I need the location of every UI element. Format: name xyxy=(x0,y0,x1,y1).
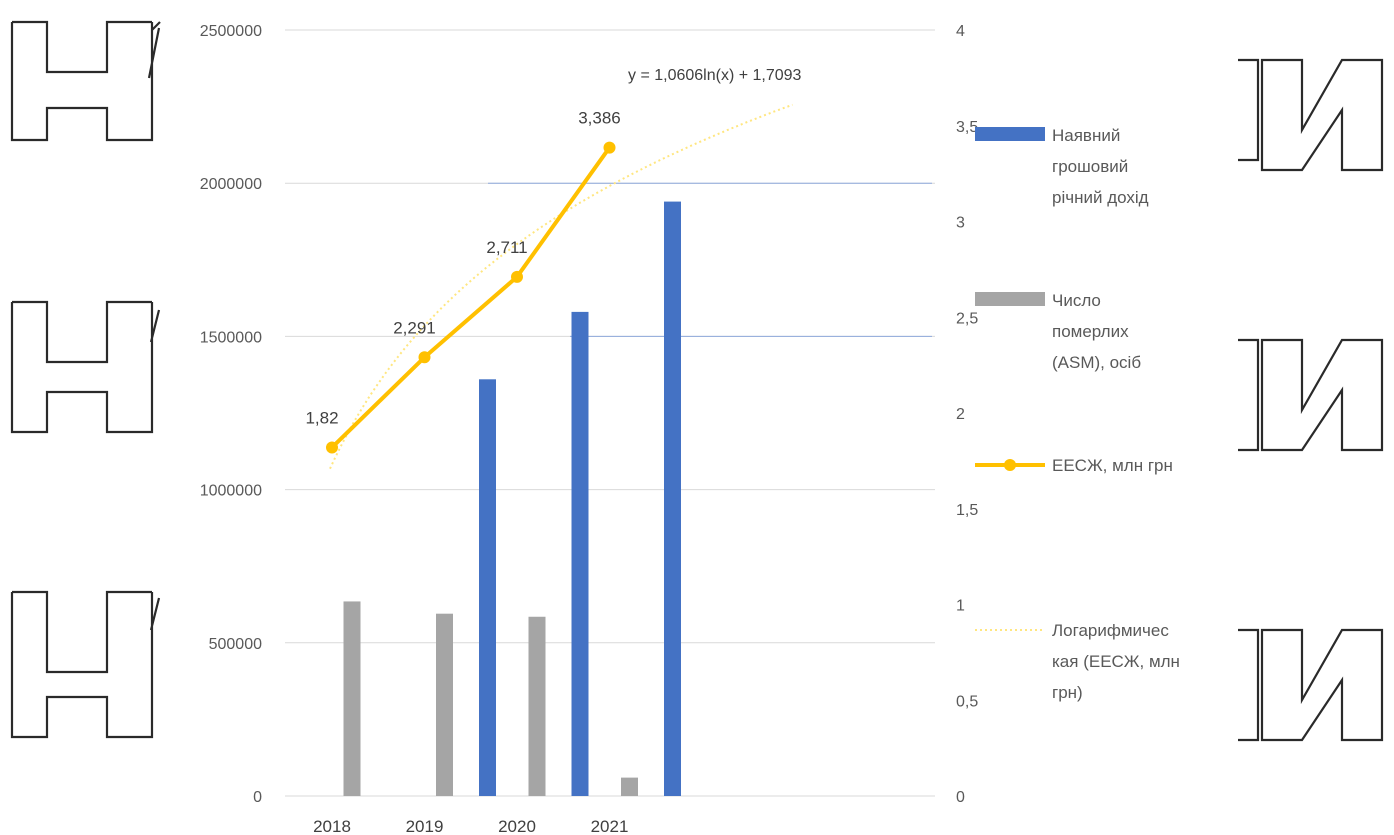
legend-label: ЕЕСЖ, млн грн xyxy=(1052,456,1173,475)
bars xyxy=(343,201,681,797)
right-tick-label: 1 xyxy=(956,598,965,615)
bar-income xyxy=(571,311,589,796)
line-series: 1,82 2,291 2,711 3,386 xyxy=(305,109,621,454)
right-tick-label: 2 xyxy=(956,406,965,423)
right-tick-label: 3,5 xyxy=(956,119,978,136)
right-axis: 0 0,5 1 1,5 2 2,5 3 3,5 4 xyxy=(956,23,978,806)
left-tick-label: 2500000 xyxy=(200,23,262,40)
legend-swatch xyxy=(975,127,1045,141)
bar-income xyxy=(664,201,681,797)
legend-item: Число померлих (ASM), осіб xyxy=(975,291,1141,372)
left-tick-label: 0 xyxy=(253,789,262,806)
right-tick-label: 0 xyxy=(956,789,965,806)
legend-label: Логарифмичес xyxy=(1052,621,1169,640)
bar-income xyxy=(479,379,496,796)
data-label: 2,291 xyxy=(393,318,436,337)
legend-label: (ASM), осіб xyxy=(1052,353,1141,372)
legend-item: Логарифмичес кая (ЕЕСЖ, млн грн) xyxy=(975,621,1180,702)
x-tick-label: 2020 xyxy=(498,817,536,835)
gridlines xyxy=(285,29,935,797)
legend-label: кая (ЕЕСЖ, млн xyxy=(1052,652,1180,671)
right-tick-label: 4 xyxy=(956,23,965,40)
right-tick-label: 2,5 xyxy=(956,310,978,327)
right-tick-label: 3 xyxy=(956,215,965,232)
decorative-watermark xyxy=(10,20,1384,742)
line-point xyxy=(326,441,338,454)
data-label: 3,386 xyxy=(578,109,621,128)
x-tick-label: 2019 xyxy=(406,817,444,835)
line-eeszh xyxy=(330,146,612,449)
legend-label: грошовий xyxy=(1052,157,1128,176)
line-point xyxy=(418,351,431,364)
bar-deaths xyxy=(343,601,361,796)
legend-item: ЕЕСЖ, млн грн xyxy=(975,456,1173,475)
legend-label: померлих xyxy=(1052,322,1129,341)
left-tick-label: 2000000 xyxy=(200,176,262,193)
trendline xyxy=(329,103,793,470)
legend-item: Наявний грошовий річний дохід xyxy=(975,126,1149,207)
x-tick-label: 2021 xyxy=(591,817,629,835)
left-tick-label: 500000 xyxy=(209,636,262,653)
left-axis: 0 500000 1000000 1500000 2000000 2500000 xyxy=(200,23,262,806)
line-point xyxy=(603,141,616,154)
legend: Наявний грошовий річний дохід Число померлих… xyxy=(975,126,1180,702)
bar-deaths xyxy=(621,777,638,796)
trendline-path xyxy=(329,103,793,470)
bar-deaths xyxy=(528,616,546,796)
legend-swatch xyxy=(975,292,1045,306)
line-point xyxy=(511,270,523,283)
legend-label: грн) xyxy=(1052,683,1083,702)
right-tick-label: 1,5 xyxy=(956,502,978,519)
x-axis: 2018 2019 2020 2021 xyxy=(313,817,628,835)
right-tick-label: 0,5 xyxy=(956,693,978,710)
legend-label: Число xyxy=(1052,291,1101,310)
data-label: 1,82 xyxy=(305,408,338,427)
trendline-equation: y = 1,0606ln(x) + 1,7093 xyxy=(628,67,802,84)
x-tick-label: 2018 xyxy=(313,817,351,835)
legend-marker xyxy=(1004,459,1016,471)
bar-deaths xyxy=(436,613,453,796)
legend-label: річний дохід xyxy=(1052,188,1149,207)
left-tick-label: 1500000 xyxy=(200,329,262,346)
legend-label: Наявний xyxy=(1052,126,1120,145)
data-label: 2,711 xyxy=(486,238,527,257)
left-tick-label: 1000000 xyxy=(200,483,262,500)
